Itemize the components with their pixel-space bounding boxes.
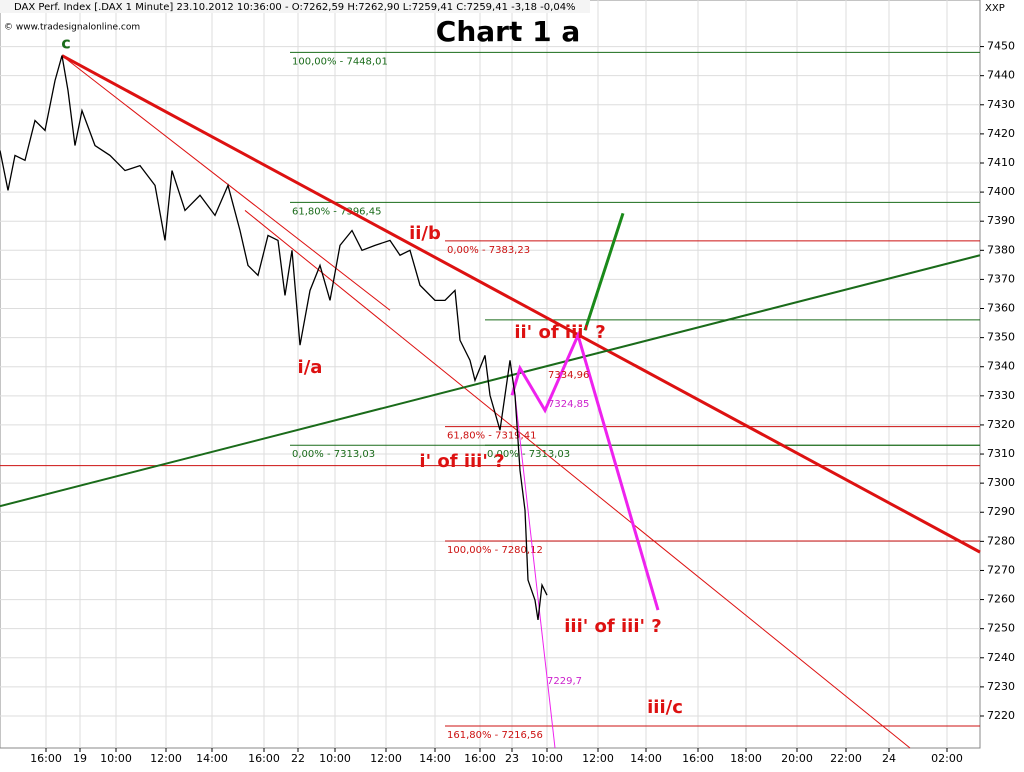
- y-tick-label: 7370: [987, 272, 1015, 285]
- x-tick-label: 16:00: [30, 752, 62, 765]
- x-tick-label: 10:00: [100, 752, 132, 765]
- y-tick-label: 7410: [987, 156, 1015, 169]
- y-tick-label: 7380: [987, 243, 1015, 256]
- x-tick-label: 16:00: [682, 752, 714, 765]
- x-tick-label: 18:00: [730, 752, 762, 765]
- x-tick-label: 23: [505, 752, 519, 765]
- y-tick-label: 7420: [987, 127, 1015, 140]
- plot-area: [0, 0, 981, 749]
- y-tick-label: 7230: [987, 680, 1015, 693]
- grid: [0, 0, 980, 748]
- trend-line: [514, 395, 556, 749]
- y-tick-label: 7400: [987, 185, 1015, 198]
- y-tick-label: 7350: [987, 331, 1015, 344]
- level-label: 61,80% - 7319,41: [447, 431, 536, 442]
- x-tick-label: 14:00: [419, 752, 451, 765]
- wave-label: 7229,7: [547, 676, 582, 687]
- x-tick-label: 22:00: [830, 752, 862, 765]
- y-tick-label: 7430: [987, 98, 1015, 111]
- y-tick-label: 7220: [987, 709, 1015, 722]
- x-tick-label: 10:00: [531, 752, 563, 765]
- y-tick-label: 7310: [987, 447, 1015, 460]
- price-line: [0, 55, 548, 621]
- x-tick-label: 02:00: [931, 752, 963, 765]
- wave-label: iii/c: [647, 697, 683, 718]
- x-tick-label: 20:00: [781, 752, 813, 765]
- x-tick-label: 22: [291, 752, 305, 765]
- y-tick-label: 7340: [987, 360, 1015, 373]
- y-tick-label: 7450: [987, 40, 1015, 53]
- y-tick-label: 7250: [987, 622, 1015, 635]
- chart-title: Chart 1 a: [436, 15, 580, 48]
- trend-line: [510, 330, 660, 611]
- level-label: 100,00% - 7448,01: [292, 56, 388, 67]
- wave-label: i' of iii' ?: [419, 451, 504, 472]
- y-tick-label: 7330: [987, 389, 1015, 402]
- y-tick-label: 7270: [987, 563, 1015, 576]
- trend-line: [583, 212, 625, 331]
- y-tick-label: 7440: [987, 69, 1015, 82]
- y-tick-label: 7320: [987, 418, 1015, 431]
- x-tick-label: 10:00: [319, 752, 351, 765]
- y-tick-label: 7240: [987, 651, 1015, 664]
- x-tick-label: 12:00: [582, 752, 614, 765]
- wave-label: i/a: [298, 357, 323, 378]
- wave-label: iii' of iii' ?: [564, 616, 661, 637]
- symbol: XXP: [985, 3, 1005, 14]
- x-tick-label: 16:00: [248, 752, 280, 765]
- trend-line: [61, 54, 981, 554]
- level-label: 161,80% - 7216,56: [447, 730, 543, 741]
- y-tick-label: 7260: [987, 593, 1015, 606]
- x-tick-label: 19: [73, 752, 87, 765]
- marks: 100,00% - 7448,01 61,80% - 7396,45 0,00% -…: [0, 34, 981, 749]
- x-tick-label: 14:00: [196, 752, 228, 765]
- wave-label: c: [61, 34, 70, 53]
- wave-label: 7334,96: [548, 370, 589, 381]
- wave-label: ii/b: [409, 223, 441, 244]
- wave-label: 7324,85: [548, 399, 589, 410]
- header-bar: [0, 0, 590, 13]
- trend-line: [0, 254, 981, 508]
- level-label: 0,00% - 7313,03: [487, 449, 570, 460]
- x-tick-label: 14:00: [630, 752, 662, 765]
- y-tick-label: 7280: [987, 534, 1015, 547]
- level-label: 0,00% - 7313,03: [292, 449, 375, 460]
- trend-line: [244, 210, 911, 749]
- header: DAX Perf. Index [.DAX 1 Minute] 23.10.20…: [14, 2, 576, 13]
- wave-label: ii' of iii' ?: [514, 322, 605, 343]
- level-label: 0,00% - 7383,23: [447, 245, 530, 256]
- x-tick-label: 24: [882, 752, 896, 765]
- y-tick-label: 7290: [987, 505, 1015, 518]
- y-tick-label: 7300: [987, 476, 1015, 489]
- level-label: 61,80% - 7396,45: [292, 206, 381, 217]
- y-tick-label: 7390: [987, 214, 1015, 227]
- x-tick-label: 12:00: [370, 752, 402, 765]
- x-tick-label: 12:00: [150, 752, 182, 765]
- y-tick-label: 7360: [987, 302, 1015, 315]
- source: © www.tradesignalonline.com: [4, 23, 140, 33]
- x-tick-label: 16:00: [464, 752, 496, 765]
- level-label: 100,00% - 7280,12: [447, 545, 543, 556]
